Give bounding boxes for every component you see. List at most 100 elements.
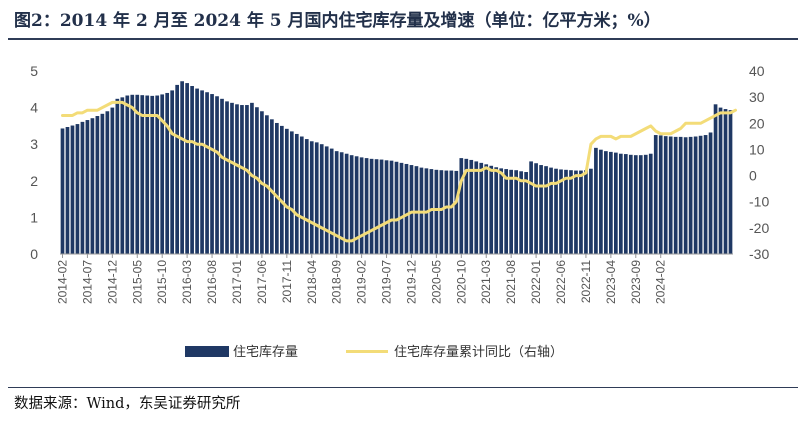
bar-mark xyxy=(643,154,648,254)
left-axis-tick-label: 2 xyxy=(30,173,38,189)
bar-mark xyxy=(80,121,85,255)
bar-mark xyxy=(534,163,538,254)
bar-mark xyxy=(85,120,90,254)
right-axis-tick-label: 20 xyxy=(749,115,765,131)
x-axis-tick-label: 2017-11 xyxy=(280,260,294,303)
bar-mark xyxy=(289,131,294,254)
bar-mark xyxy=(713,104,718,254)
bar-mark xyxy=(509,169,513,254)
bar-mark xyxy=(165,92,170,255)
bar-mark xyxy=(404,163,409,254)
yoy-line xyxy=(60,100,737,243)
right-axis-tick-label: 40 xyxy=(749,63,765,79)
bar-mark xyxy=(180,81,184,254)
bar-mark xyxy=(444,170,449,254)
bar-mark xyxy=(145,95,150,254)
bar-mark xyxy=(464,158,469,254)
x-axis-tick-label: 2018-09 xyxy=(330,260,344,304)
bar-mark xyxy=(95,116,100,255)
right-axis-tick-label: 10 xyxy=(749,141,765,157)
right-axis-tick-label: -20 xyxy=(749,220,769,236)
x-axis-tick-label: 2014-12 xyxy=(105,260,119,304)
x-axis-ticks: 2014-02 2014-07 2014-12 2015-05 2015-10 2016-… xyxy=(55,254,668,304)
bar-mark xyxy=(474,161,479,254)
bar-mark xyxy=(459,158,464,254)
bar-mark xyxy=(723,109,728,254)
x-axis-tick-label: 2016-03 xyxy=(180,260,194,304)
bar-mark xyxy=(369,158,374,254)
bar-mark xyxy=(230,102,234,254)
right-axis-tick-label: -30 xyxy=(749,246,769,262)
x-axis-tick-label: 2020-10 xyxy=(454,260,468,304)
bar-mark xyxy=(399,162,404,254)
x-axis-tick-label: 2023-04 xyxy=(604,260,618,304)
x-axis-tick-label: 2014-07 xyxy=(80,260,94,304)
bar-mark xyxy=(574,170,578,254)
bar-mark xyxy=(469,159,474,254)
bar-mark xyxy=(245,105,249,254)
bar-mark xyxy=(718,107,723,254)
legend-label-yoy: 住宅库存量累计同比（右轴） xyxy=(394,344,563,360)
bar-mark xyxy=(75,124,80,254)
bar-mark xyxy=(609,151,613,254)
bar-mark xyxy=(614,152,618,254)
bar-mark xyxy=(100,113,105,254)
x-axis-tick-label: 2020-05 xyxy=(429,260,443,304)
bar-mark xyxy=(554,168,558,254)
bar-mark xyxy=(334,151,339,254)
bar-mark xyxy=(409,165,414,254)
bar-mark xyxy=(190,86,194,254)
x-axis-tick-label: 2021-03 xyxy=(479,260,493,304)
x-axis-tick-label: 2019-02 xyxy=(355,260,369,304)
bar-mark xyxy=(434,169,439,254)
bar-mark xyxy=(275,122,279,254)
bar-mark xyxy=(579,170,583,254)
bar-mark xyxy=(220,98,224,254)
bar-mark xyxy=(125,95,130,254)
bar-mark xyxy=(379,159,384,254)
bar-mark xyxy=(549,167,553,254)
legend: 住宅库存量 住宅库存量累计同比（右轴） xyxy=(185,344,563,360)
right-axis-tick-label: 30 xyxy=(749,89,765,105)
bar-mark xyxy=(200,90,204,255)
bar-mark xyxy=(65,127,70,254)
bar-mark xyxy=(394,161,399,254)
bar-mark xyxy=(499,168,504,254)
bar-mark xyxy=(384,160,389,254)
right-axis-tick-label: 0 xyxy=(749,168,757,184)
figure-title: 图2：2014 年 2 月至 2024 年 5 月国内住宅库存量及增速（单位：亿… xyxy=(14,11,661,31)
bar-mark xyxy=(374,159,379,254)
bar-mark xyxy=(698,135,703,254)
bar-mark xyxy=(479,162,484,254)
x-axis-tick-label: 2022-11 xyxy=(579,260,593,303)
bar-mark xyxy=(489,165,494,254)
bar-mark xyxy=(668,136,673,254)
bar-mark xyxy=(170,90,175,255)
bar-mark xyxy=(633,155,638,254)
bar-mark xyxy=(299,136,304,254)
bar-mark xyxy=(623,154,628,254)
x-axis-tick-label: 2015-10 xyxy=(155,260,169,304)
right-axis-tick-label: -10 xyxy=(749,194,769,210)
bar-mark xyxy=(484,164,489,254)
bar-mark xyxy=(115,98,120,254)
left-axis-tick-label: 4 xyxy=(30,100,38,116)
bar-mark xyxy=(284,128,289,254)
bar-mark xyxy=(90,118,95,255)
bar-mark xyxy=(329,148,334,254)
bar-mark xyxy=(703,135,708,254)
bar-mark xyxy=(594,147,598,254)
bar-mark xyxy=(584,170,588,254)
bar-mark xyxy=(514,170,518,254)
bar-mark xyxy=(599,149,603,254)
bar-mark xyxy=(653,135,658,254)
bar-mark xyxy=(344,153,349,254)
bar-mark xyxy=(205,92,209,254)
bar-mark xyxy=(105,111,110,254)
x-axis-tick-label: 2015-05 xyxy=(130,260,144,304)
x-axis-tick-label: 2017-01 xyxy=(230,260,244,304)
bar-mark xyxy=(294,133,299,254)
left-axis-tick-label: 5 xyxy=(30,63,38,79)
left-axis-tick-label: 3 xyxy=(30,136,38,152)
bar-mark xyxy=(235,104,239,254)
